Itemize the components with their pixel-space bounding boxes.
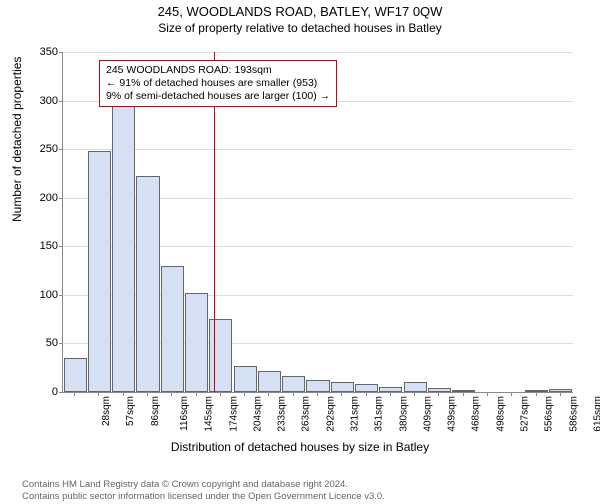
x-tick [438, 392, 439, 396]
x-tick [268, 392, 269, 396]
y-tick-label: 250 [28, 143, 58, 155]
y-tick [59, 149, 63, 150]
x-tick-label: 409sqm [422, 396, 433, 432]
x-tick [511, 392, 512, 396]
x-tick-label: 468sqm [471, 396, 482, 432]
y-tick-label: 150 [28, 240, 58, 252]
x-tick [220, 392, 221, 396]
y-tick-label: 350 [28, 46, 58, 58]
x-tick [487, 392, 488, 396]
y-tick [59, 246, 63, 247]
x-tick-label: 116sqm [179, 396, 190, 431]
bar [355, 384, 378, 392]
bar [404, 382, 427, 392]
x-tick [317, 392, 318, 396]
x-tick-label: 145sqm [204, 396, 215, 432]
page-title: 245, WOODLANDS ROAD, BATLEY, WF17 0QW [0, 4, 600, 19]
x-tick-label: 292sqm [325, 396, 336, 432]
y-tick [59, 101, 63, 102]
x-tick [244, 392, 245, 396]
y-tick [59, 198, 63, 199]
x-tick-label: 86sqm [150, 396, 161, 426]
x-tick [414, 392, 415, 396]
bar [428, 388, 451, 392]
callout-box: 245 WOODLANDS ROAD: 193sqm← 91% of detac… [99, 60, 337, 107]
bar [64, 358, 87, 392]
bar [282, 376, 305, 392]
bar [331, 382, 354, 392]
x-tick-label: 498sqm [495, 396, 506, 432]
callout-line: 245 WOODLANDS ROAD: 193sqm [106, 64, 330, 77]
bar [136, 176, 159, 392]
footer-line-1: Contains HM Land Registry data © Crown c… [22, 479, 385, 490]
x-tick [98, 392, 99, 396]
x-tick-label: 204sqm [252, 396, 263, 432]
x-tick [147, 392, 148, 396]
callout-line: ← 91% of detached houses are smaller (95… [106, 77, 330, 90]
x-tick-label: 586sqm [568, 396, 579, 432]
x-tick-label: 351sqm [374, 396, 385, 432]
y-tick [59, 295, 63, 296]
y-tick [59, 392, 63, 393]
footer: Contains HM Land Registry data © Crown c… [22, 479, 385, 502]
x-tick [74, 392, 75, 396]
x-tick [341, 392, 342, 396]
x-tick-label: 263sqm [301, 396, 312, 432]
bar [161, 266, 184, 392]
plot-area: 245 WOODLANDS ROAD: 193sqm← 91% of detac… [62, 52, 573, 393]
y-tick-label: 300 [28, 95, 58, 107]
x-tick-label: 615sqm [592, 396, 600, 432]
x-tick [390, 392, 391, 396]
bar [379, 387, 402, 392]
chart: 245 WOODLANDS ROAD: 193sqm← 91% of detac… [62, 52, 572, 422]
x-tick-label: 439sqm [447, 396, 458, 432]
x-tick-label: 233sqm [277, 396, 288, 432]
y-tick-label: 50 [28, 337, 58, 349]
y-tick [59, 52, 63, 53]
x-axis-label: Distribution of detached houses by size … [0, 440, 600, 454]
x-tick-label: 174sqm [228, 396, 239, 432]
bar [452, 390, 475, 392]
bar [185, 293, 208, 392]
bar [112, 101, 135, 392]
x-tick-label: 57sqm [125, 396, 136, 426]
y-tick-label: 0 [28, 386, 58, 398]
gridline [63, 52, 573, 53]
y-tick-label: 200 [28, 192, 58, 204]
bar [234, 366, 257, 392]
callout-line: 9% of semi-detached houses are larger (1… [106, 90, 330, 103]
x-tick-label: 380sqm [398, 396, 409, 432]
bar [549, 389, 572, 392]
y-tick [59, 343, 63, 344]
x-tick [196, 392, 197, 396]
x-tick-label: 527sqm [520, 396, 531, 432]
footer-line-2: Contains public sector information licen… [22, 491, 385, 502]
x-tick [293, 392, 294, 396]
bar [258, 371, 281, 392]
x-tick [536, 392, 537, 396]
x-tick-label: 556sqm [544, 396, 555, 432]
x-tick-label: 321sqm [350, 396, 361, 432]
x-tick [123, 392, 124, 396]
page-subtitle: Size of property relative to detached ho… [0, 21, 600, 35]
x-tick-label: 28sqm [101, 396, 112, 426]
bar [525, 390, 548, 392]
gridline [63, 149, 573, 150]
y-axis-label: Number of detached properties [10, 57, 24, 222]
y-tick-label: 100 [28, 289, 58, 301]
x-tick [366, 392, 367, 396]
x-tick [463, 392, 464, 396]
x-tick [171, 392, 172, 396]
bar [306, 380, 329, 392]
x-tick [560, 392, 561, 396]
bar [88, 151, 111, 392]
